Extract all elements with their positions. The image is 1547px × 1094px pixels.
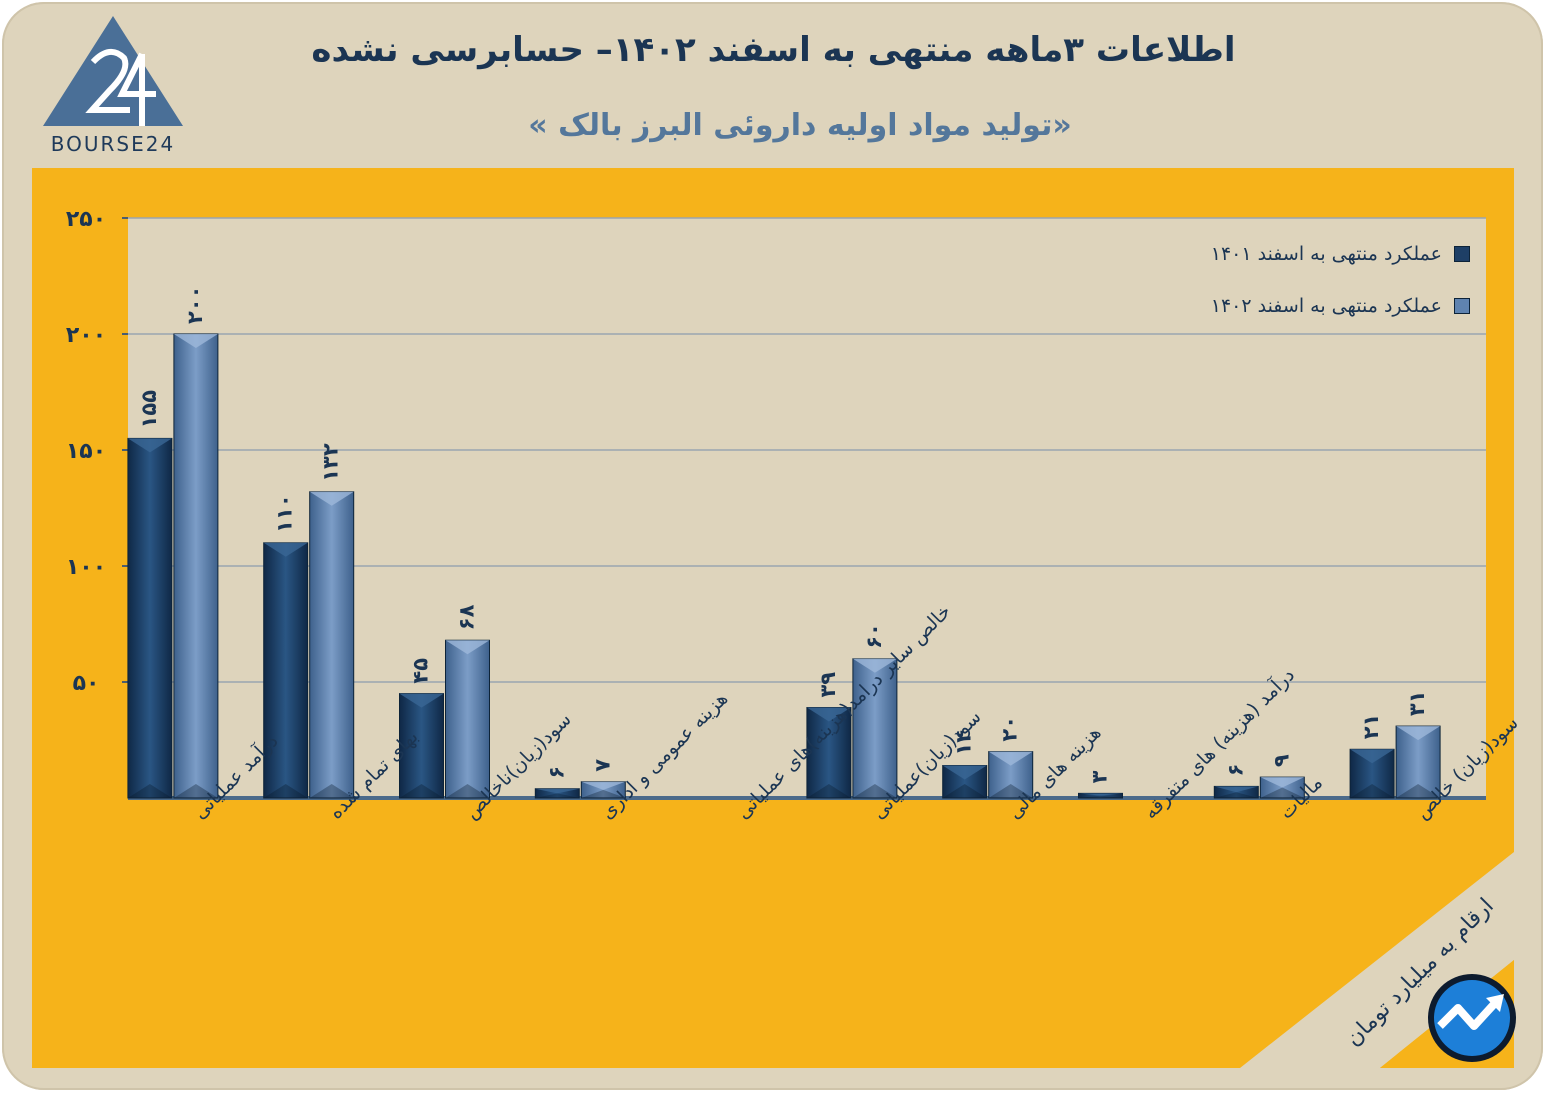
bar-bevel [1078, 795, 1123, 798]
bar-bevel [942, 765, 987, 780]
legend-swatch-1402 [1454, 298, 1470, 314]
legend-swatch-1401 [1454, 246, 1470, 262]
legend-item-1402: عملکرد منتهی به اسفند ۱۴۰۲ [1150, 292, 1470, 320]
page-subtitle: «تولید مواد اولیه داروئی البرز بالک » [528, 108, 1072, 143]
bar-bevel [309, 784, 354, 798]
bar-bevel [1260, 787, 1305, 798]
bar-bevel [1396, 784, 1441, 798]
bar-1402 [445, 639, 490, 799]
bar-bevel [173, 334, 218, 348]
data-label: ۳ [1088, 770, 1112, 783]
data-label: ۶ [1223, 764, 1247, 777]
bar-bevel [445, 640, 490, 655]
bar-bevel [535, 788, 580, 794]
trend-badge-icon [1426, 972, 1518, 1064]
data-label: ۲۱ [1359, 714, 1383, 740]
bar-1402 [173, 333, 219, 799]
data-label: ۱۳۲ [319, 443, 343, 482]
bar-1401 [806, 707, 852, 799]
plot-area [128, 218, 1486, 798]
data-label: ۹ [1269, 754, 1293, 767]
bar-bevel [942, 784, 987, 798]
bar-bevel [1350, 784, 1395, 798]
logo-text: BOURSE24 [50, 132, 176, 156]
data-label: ۱۴ [952, 730, 976, 756]
bar-bevel [263, 784, 308, 798]
bar-bevel [127, 438, 172, 453]
data-label: ۲۰۰ [183, 286, 207, 324]
chart-legend: عملکرد منتهی به اسفند ۱۴۰۱ عملکرد منتهی … [1150, 240, 1470, 344]
bar-1402 [852, 658, 898, 799]
y-tick-label: ۱۵۰ [66, 439, 106, 464]
bar-bevel [806, 784, 851, 798]
bar-1402 [309, 491, 355, 799]
bar-bevel [581, 781, 626, 790]
bar-bevel [1350, 749, 1395, 764]
page-title: اطلاعات ۳ماهه منتهی به اسفند ۱۴۰۲– حسابر… [311, 30, 1236, 70]
bar-bevel [399, 784, 444, 798]
bar-bevel [988, 751, 1033, 766]
data-label: ۷ [590, 759, 614, 772]
bar-bevel [445, 784, 490, 798]
bar-1401 [263, 542, 309, 799]
data-label: ۶۸ [455, 604, 479, 630]
bar-bevel [1214, 786, 1259, 793]
bar-bevel [1396, 726, 1441, 741]
bar-bevel [852, 784, 897, 798]
bar-bevel [127, 784, 172, 798]
bar-bevel [852, 658, 897, 673]
bar-bevel [309, 491, 354, 506]
bar-1401 [399, 693, 444, 799]
data-label: ۶۰ [862, 623, 886, 649]
bar-bevel [399, 693, 444, 708]
data-label: ۴۵ [409, 658, 433, 684]
data-label: ۶ [544, 766, 568, 779]
legend-label-1402: عملکرد منتهی به اسفند ۱۴۰۲ [1210, 295, 1442, 317]
y-tick-label: ۲۰۰ [66, 323, 106, 348]
bar-bevel [988, 784, 1033, 798]
bar-bevel [263, 542, 308, 557]
bar-bevel [1214, 792, 1259, 798]
y-tick-label: ۵۰ [73, 671, 100, 696]
data-label: ۲۰ [998, 716, 1022, 742]
bar-1401 [127, 437, 173, 799]
bar-bevel [1078, 793, 1123, 796]
bar-bevel [581, 789, 626, 798]
data-label: ۱۱۰ [273, 494, 297, 532]
legend-item-1401: عملکرد منتهی به اسفند ۱۴۰۱ [1150, 240, 1470, 268]
y-tick-label: ۱۰۰ [66, 555, 106, 580]
data-label: ۳۱ [1405, 690, 1429, 716]
bar-bevel [173, 784, 218, 798]
bar-bevel [806, 707, 851, 722]
bar-bevel [1260, 777, 1305, 788]
y-tick-label: ۲۵۰ [66, 207, 106, 232]
data-label: ۱۵۵ [137, 390, 161, 429]
data-label: ۳۹ [816, 672, 840, 698]
bourse24-logo [38, 14, 188, 156]
legend-label-1401: عملکرد منتهی به اسفند ۱۴۰۱ [1210, 243, 1442, 265]
bar-bevel [535, 793, 580, 798]
